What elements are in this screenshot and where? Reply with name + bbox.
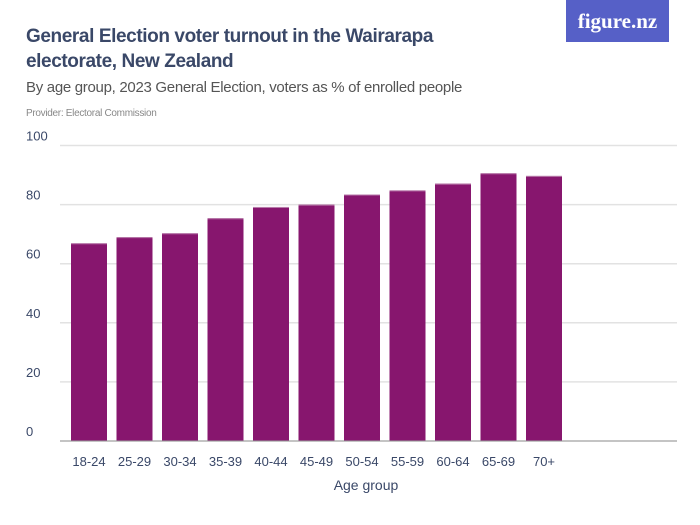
bar [162,233,198,441]
bar [526,175,562,441]
x-tick-label: 45-49 [300,454,333,469]
bar [71,243,107,441]
bar [435,183,471,441]
chart-subtitle: By age group, 2023 General Election, vot… [26,79,463,96]
x-tick-label: 65-69 [482,454,515,469]
x-tick-label: 50-54 [345,454,378,469]
x-tick-label: 35-39 [209,454,242,469]
bar [207,218,244,441]
x-axis-label: Age group [334,477,399,493]
y-tick-label: 40 [26,306,40,321]
y-tick-label: 80 [26,188,40,203]
bar [480,173,517,442]
x-tick-label: 40-44 [254,454,287,469]
bar [116,237,153,441]
x-tick-label: 18-24 [72,454,105,469]
figure-nz-logo[interactable]: figure.nz [566,0,669,42]
bar [389,190,426,441]
chart-title: General Election voter turnout in the Wa… [26,26,434,72]
y-tick-label: 60 [26,247,40,262]
provider-text: Provider: Electoral Commission [26,108,157,119]
bar [298,204,335,441]
bar [344,194,380,441]
y-tick-label: 20 [26,365,40,380]
x-tick-label: 25-29 [118,454,151,469]
x-tick-label: 55-59 [391,454,424,469]
bar [253,206,289,441]
x-tick-label: 30-34 [163,454,196,469]
x-tick-label: 60-64 [436,454,469,469]
y-tick-label: 0 [26,424,33,439]
y-tick-label: 100 [26,129,48,144]
x-tick-label: 70+ [533,454,555,469]
